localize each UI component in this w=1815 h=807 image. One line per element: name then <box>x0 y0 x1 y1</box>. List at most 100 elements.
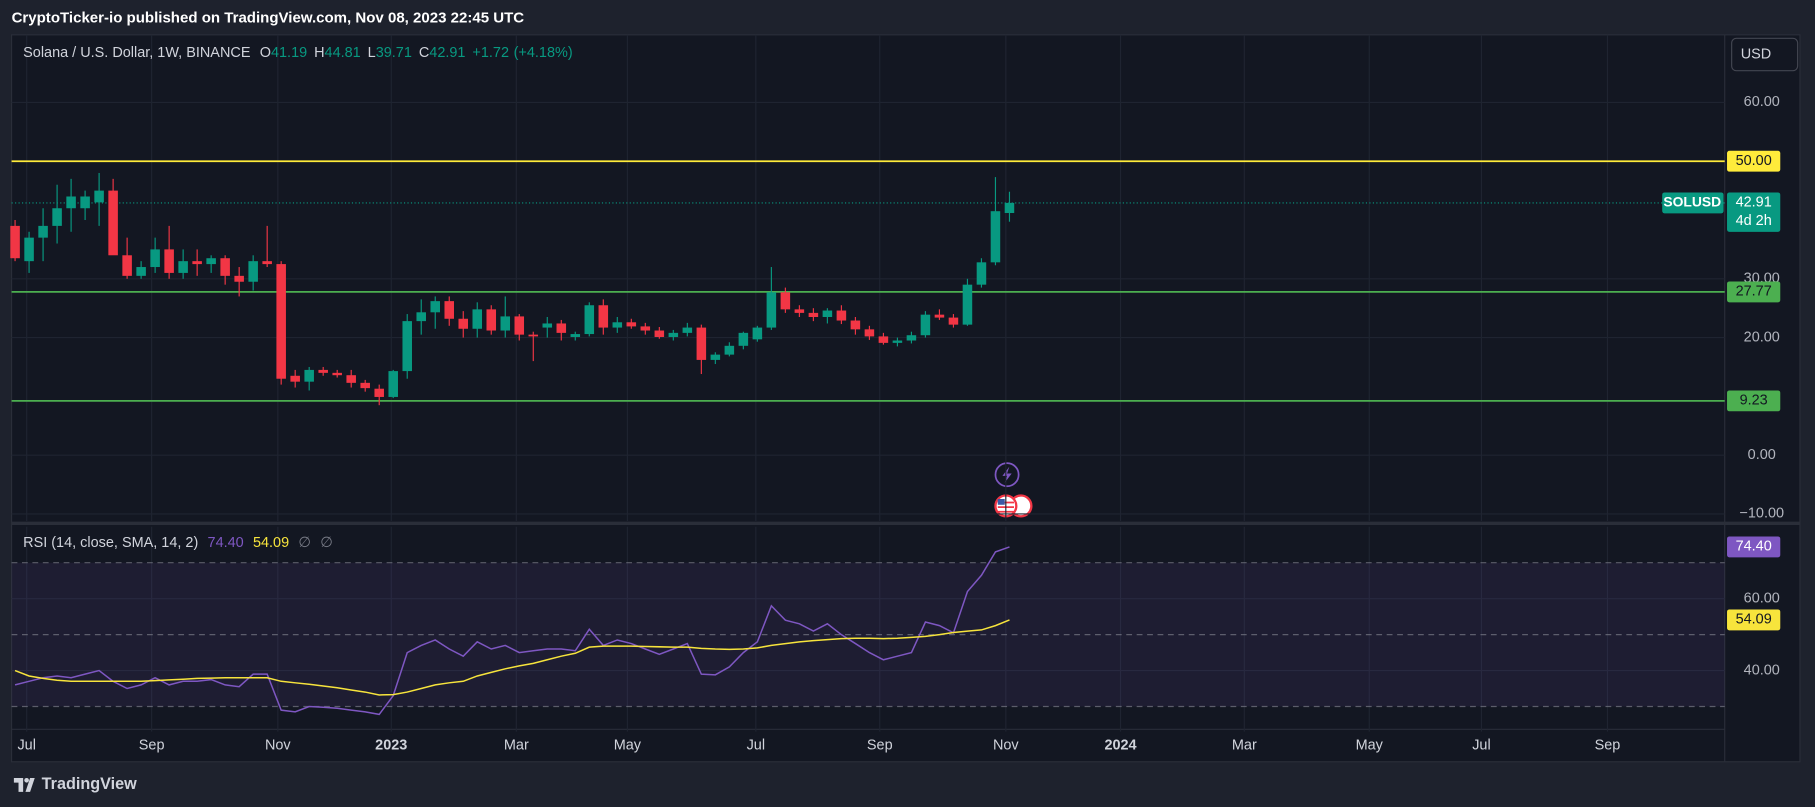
event-icons <box>994 462 1033 518</box>
candle-body <box>682 327 693 333</box>
footer-logo <box>13 777 35 792</box>
candle-body <box>668 332 679 337</box>
level-tag-label: 50.00 <box>1736 153 1772 169</box>
x-tick-label: Sep <box>1595 737 1621 753</box>
candle-body <box>990 211 1001 263</box>
price-tag-label: 42.91 <box>1736 195 1772 211</box>
legend-ohlc-value: 41.19 <box>271 45 307 61</box>
y-tick-label: 0.00 <box>1748 447 1776 463</box>
candle-body <box>24 237 34 262</box>
candle-body <box>570 334 581 337</box>
candle-body <box>374 388 384 397</box>
candle-body <box>318 369 328 373</box>
y-tick-label: −10.00 <box>1739 506 1784 522</box>
x-tick-label: Nov <box>265 737 291 753</box>
price-tag <box>1727 192 1781 232</box>
x-tick-label: Sep <box>867 737 893 753</box>
candle-body <box>360 382 370 389</box>
legend-extra: ∅ <box>298 535 311 551</box>
legend-extra: ∅ <box>320 535 333 551</box>
candle-body <box>808 312 819 318</box>
legend-ohlc-value: 44.81 <box>325 45 361 61</box>
candle-body <box>458 318 469 329</box>
candle-body <box>276 264 286 379</box>
candle-body <box>892 340 903 343</box>
legend-ohlc-key: O <box>260 45 271 61</box>
candle-body <box>934 314 945 318</box>
legend-title: RSI (14, close, SMA, 14, 2) <box>23 535 198 551</box>
level-tag-label: 9.23 <box>1740 393 1768 409</box>
level-tag <box>1727 390 1781 412</box>
x-tick-label: Jul <box>747 737 765 753</box>
candle-body <box>948 317 959 325</box>
candle-body <box>528 334 539 337</box>
legend-change-percent: (+4.18%) <box>514 45 573 61</box>
candle-body <box>710 354 721 360</box>
candle-body <box>878 336 889 343</box>
candle-body <box>976 262 987 285</box>
candle-body <box>10 225 20 259</box>
value-tag <box>1727 536 1781 558</box>
candle-body <box>94 190 104 203</box>
symbol-tag <box>1662 192 1724 214</box>
x-tick-label: Jul <box>17 737 35 753</box>
x-tick-label: 2023 <box>375 737 407 753</box>
candle-body <box>864 329 875 337</box>
currency-button-label[interactable]: USD <box>1741 46 1772 62</box>
legend-ohlc-value: 42.91 <box>429 45 465 61</box>
symbol-tag-label: SOLUSD <box>1663 194 1721 210</box>
candle-body <box>444 301 455 319</box>
candle-body <box>290 375 300 382</box>
chart-panel <box>10 34 1801 763</box>
candle-body <box>794 309 805 313</box>
x-tick-label: May <box>614 737 642 753</box>
rsi-line <box>14 546 1010 716</box>
y-tick-label: 60.00 <box>1744 94 1780 110</box>
candle-body <box>542 323 553 328</box>
legend-ohlc-key: H <box>314 45 324 61</box>
legend-ohlc-key: L <box>368 45 376 61</box>
candle-body <box>136 267 146 276</box>
value-tag-label: 74.40 <box>1736 539 1772 555</box>
x-tick-label: Nov <box>993 737 1019 753</box>
candle-body <box>836 310 847 321</box>
x-tick-label: Jul <box>1472 737 1490 753</box>
flag-canton <box>997 498 1005 505</box>
countdown-label: 4d 2h <box>1736 213 1772 229</box>
level-tag <box>1727 150 1781 172</box>
value-tag-label: 54.09 <box>1736 612 1772 628</box>
candle-body <box>962 284 973 325</box>
candle-body <box>486 309 497 331</box>
candle-body <box>640 326 651 331</box>
x-tick-label: Mar <box>504 737 529 753</box>
legend-value: 74.40 <box>208 535 244 551</box>
candle-body <box>738 332 749 346</box>
candle-body <box>108 190 118 256</box>
candle-body <box>206 258 216 265</box>
footer-brand: TradingView <box>42 775 137 793</box>
y-tick-label: 60.00 <box>1744 590 1780 606</box>
candle-body <box>164 249 174 273</box>
logo-glyph <box>13 777 35 792</box>
candle-body <box>850 320 861 330</box>
candle-body <box>556 323 567 333</box>
candle-body <box>248 261 258 282</box>
currency-button[interactable] <box>1731 37 1799 72</box>
candle-body <box>1004 202 1015 214</box>
legend-ohlc-value: 39.71 <box>376 45 412 61</box>
candle-body <box>920 314 931 336</box>
candle-body <box>500 316 511 331</box>
candle-body <box>626 322 637 327</box>
grid <box>11 34 1725 732</box>
candle-body <box>150 249 160 268</box>
candle-body <box>388 371 398 397</box>
rsi-sma-line <box>14 619 1010 696</box>
x-tick-label: May <box>1356 737 1384 753</box>
candle-body <box>766 292 777 328</box>
candle-body <box>514 316 525 335</box>
candle-body <box>416 312 426 322</box>
x-tick-label: Sep <box>139 737 165 753</box>
candle-body <box>52 208 62 226</box>
level-tag-label: 27.77 <box>1736 284 1772 300</box>
